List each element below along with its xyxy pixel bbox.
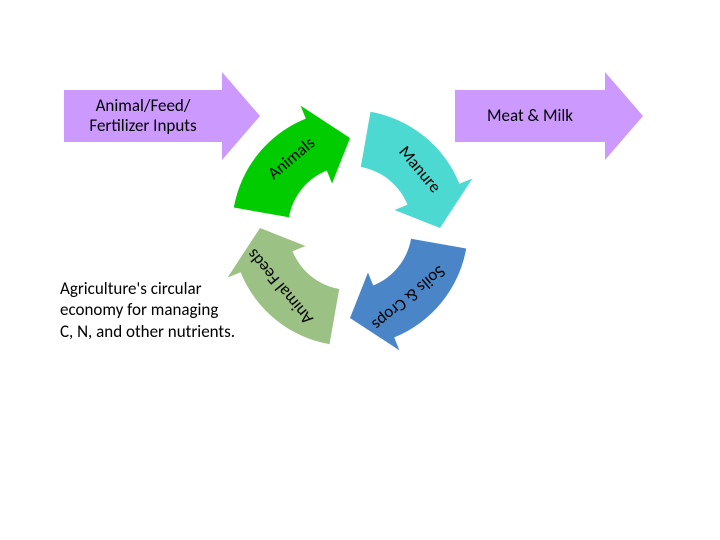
nutrient-cycle-diagram: AnimalsManureSoils & CropsAnimal Feeds bbox=[192, 70, 508, 386]
output-arrow-head bbox=[605, 72, 643, 160]
